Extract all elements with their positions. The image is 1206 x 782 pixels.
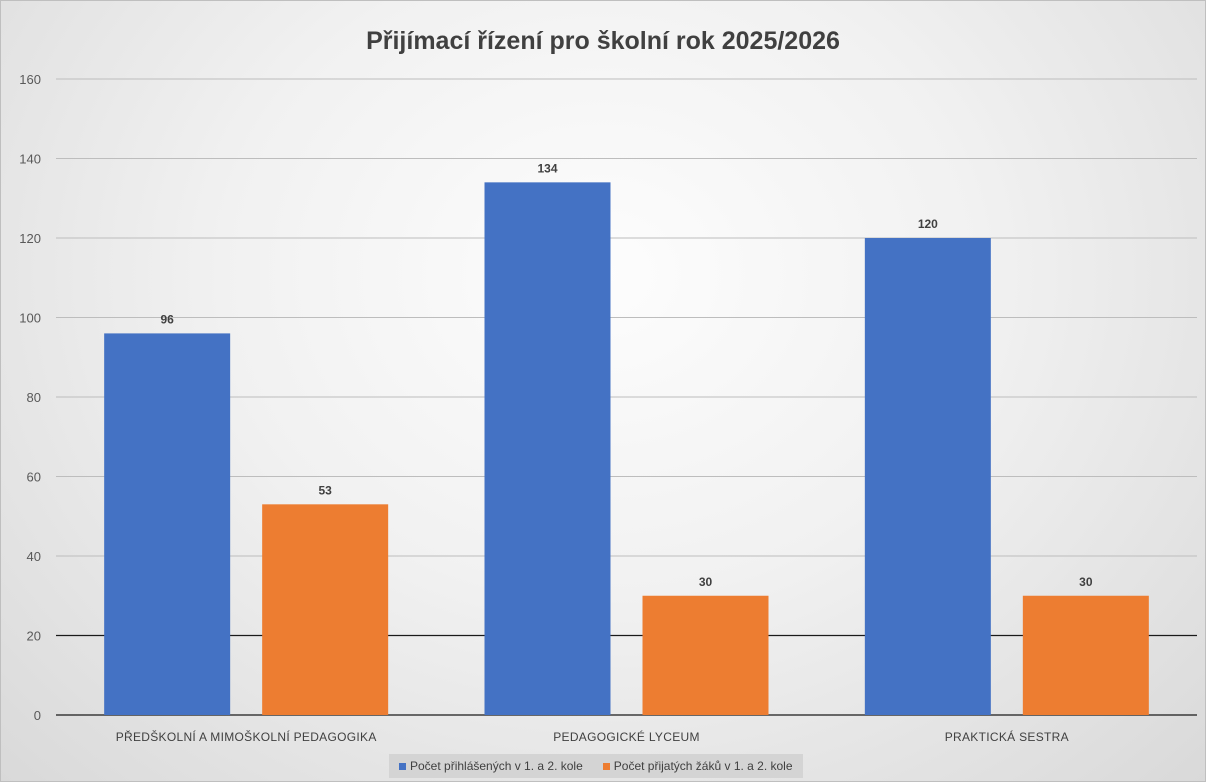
y-tick-label: 40 [27, 549, 41, 564]
legend-item-admitted: Počet přijatých žáků v 1. a 2. kole [602, 759, 793, 773]
y-tick-label: 140 [19, 152, 41, 167]
data-label: 53 [318, 483, 332, 497]
y-tick-label: 0 [34, 708, 41, 723]
chart-title: Přijímací řízení pro školní rok 2025/202… [366, 27, 840, 55]
bar [262, 504, 389, 715]
y-tick-label: 120 [19, 231, 41, 246]
data-label: 134 [537, 161, 557, 175]
x-category-label: PEDAGOGICKÉ LYCEUM [553, 729, 700, 744]
bar [864, 238, 991, 715]
y-tick-label: 20 [27, 629, 41, 644]
legend-label-admitted: Počet přijatých žáků v 1. a 2. kole [613, 759, 793, 773]
y-tick-label: 80 [27, 390, 41, 405]
legend-swatch-admitted [602, 762, 610, 770]
x-category-label: PŘEDŠKOLNÍ A MIMOŠKOLNÍ PEDAGOGIKA [116, 729, 377, 744]
x-category-label: PRAKTICKÁ SESTRA [945, 729, 1069, 744]
bar [1022, 595, 1149, 715]
data-label: 30 [699, 575, 713, 589]
legend-label-applicants: Počet přihlášených v 1. a 2. kole [410, 759, 583, 773]
y-tick-label: 100 [19, 311, 41, 326]
bar [104, 333, 231, 715]
legend-swatch-applicants [399, 762, 406, 770]
data-label: 120 [918, 217, 938, 231]
y-tick-label: 160 [19, 72, 41, 87]
bar [642, 595, 769, 715]
data-label: 96 [160, 312, 174, 326]
legend: Počet přihlášených v 1. a 2. kole Počet … [389, 754, 803, 778]
y-tick-label: 60 [27, 470, 41, 485]
legend-item-applicants: Počet přihlášených v 1. a 2. kole [399, 759, 583, 773]
bar [484, 182, 611, 716]
data-label: 30 [1079, 575, 1093, 589]
